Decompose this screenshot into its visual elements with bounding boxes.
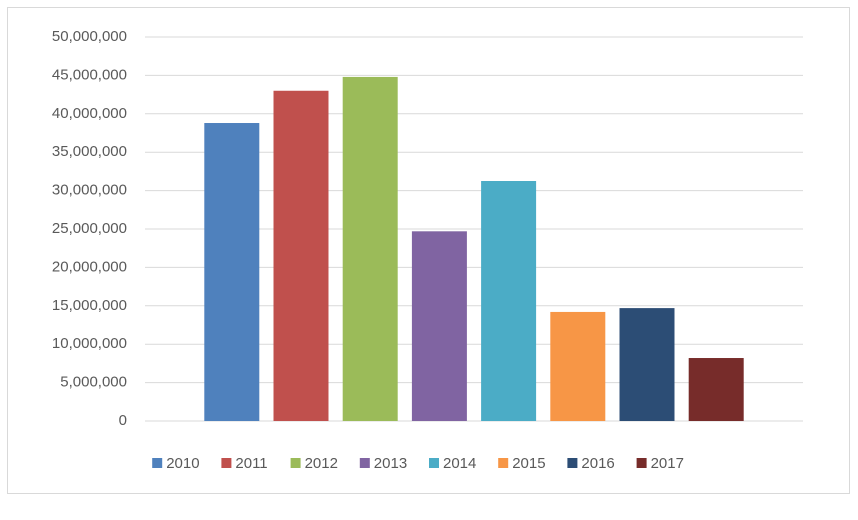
- legend-swatch: [152, 458, 163, 468]
- y-tick-label: 25,000,000: [52, 220, 127, 237]
- legend-swatch: [429, 458, 439, 468]
- bar: [619, 308, 675, 421]
- y-tick-label: 15,000,000: [52, 297, 127, 314]
- legend-swatch: [636, 458, 647, 468]
- legend-label: 2014: [443, 455, 476, 472]
- y-tick-label: 20,000,000: [52, 258, 127, 275]
- bar: [411, 231, 467, 421]
- bar: [273, 90, 329, 421]
- legend-label: 2011: [235, 455, 267, 472]
- legend-swatch: [359, 458, 370, 468]
- y-tick-label: 10,000,000: [52, 335, 127, 352]
- y-tick-label: 0: [119, 412, 127, 429]
- bar: [204, 123, 260, 422]
- y-tick-label: 40,000,000: [52, 105, 127, 122]
- legend-label: 2012: [305, 455, 338, 472]
- bar: [481, 181, 537, 421]
- legend-swatch: [290, 458, 301, 468]
- bar: [688, 358, 744, 421]
- y-tick-label: 35,000,000: [52, 143, 127, 160]
- legend-swatch: [221, 458, 232, 468]
- legend-label: 2010: [166, 455, 199, 472]
- y-tick-label: 5,000,000: [60, 374, 127, 391]
- legend-label: 2015: [512, 455, 545, 472]
- legend-swatch: [567, 458, 578, 468]
- bar: [550, 311, 606, 421]
- legend-label: 2013: [374, 455, 407, 472]
- y-tick-label: 45,000,000: [52, 66, 127, 83]
- legend-label: 2016: [581, 455, 614, 472]
- y-tick-label: 30,000,000: [52, 182, 127, 199]
- y-tick-label: 50,000,000: [52, 28, 127, 45]
- bar: [342, 76, 398, 421]
- legend-swatch: [498, 458, 509, 468]
- legend-label: 2017: [651, 455, 684, 472]
